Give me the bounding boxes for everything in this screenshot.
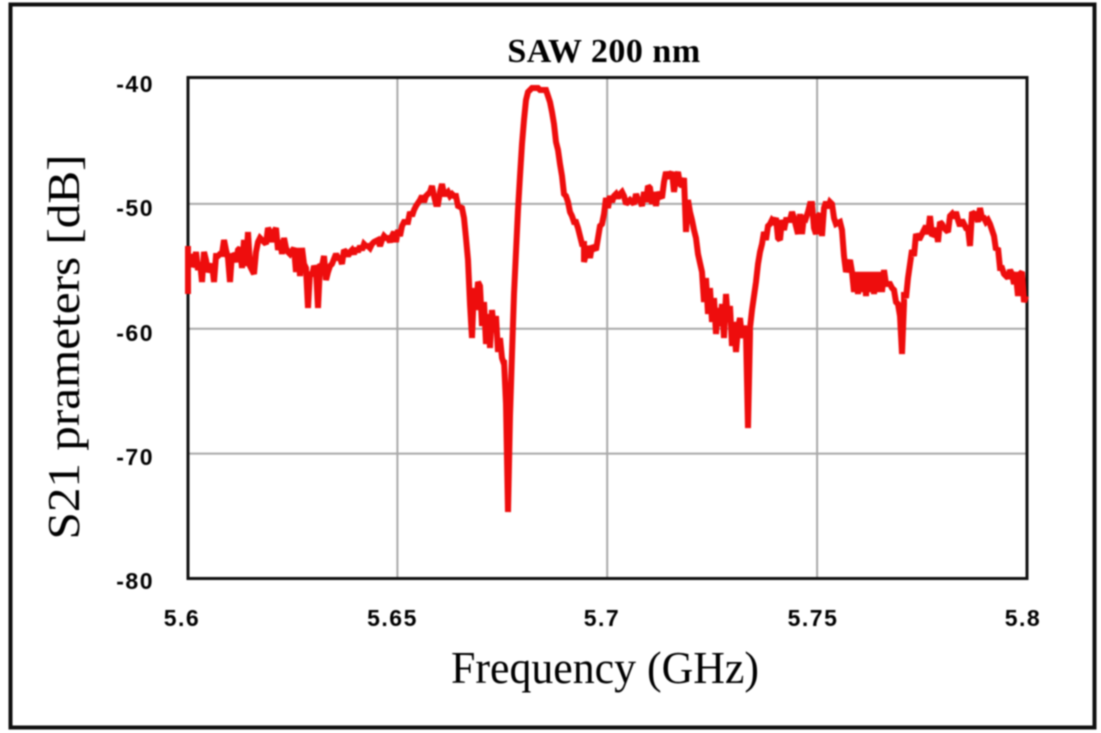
svg-text:5.8: 5.8 — [1005, 605, 1041, 631]
svg-text:5.75: 5.75 — [788, 605, 839, 631]
svg-text:Frequency (GHz): Frequency (GHz) — [451, 642, 759, 693]
svg-text:-50: -50 — [116, 195, 154, 221]
svg-text:-60: -60 — [116, 320, 154, 346]
svg-text:-70: -70 — [116, 444, 154, 470]
svg-text:S21 prameters [dB]: S21 prameters [dB] — [38, 155, 89, 540]
svg-text:SAW 200 nm: SAW 200 nm — [507, 33, 700, 70]
svg-text:5.6: 5.6 — [164, 605, 200, 631]
svg-text:-80: -80 — [116, 568, 154, 594]
svg-text:5.7: 5.7 — [584, 605, 620, 631]
svg-text:5.65: 5.65 — [367, 605, 418, 631]
svg-text:-40: -40 — [116, 71, 154, 97]
